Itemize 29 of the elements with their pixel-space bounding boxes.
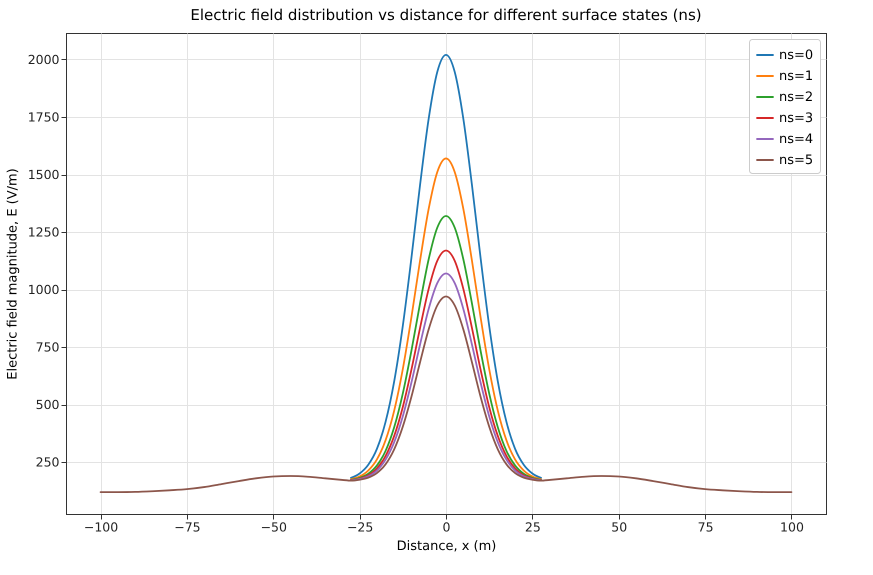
legend-label: ns=4 bbox=[779, 132, 814, 147]
legend-label: ns=0 bbox=[779, 48, 814, 63]
y-tick-label: 500 bbox=[36, 397, 60, 412]
y-tick-label: 2000 bbox=[28, 52, 60, 67]
y-axis-title: Electric field magnitude, E (V/m) bbox=[6, 168, 21, 380]
line-series bbox=[100, 296, 792, 494]
legend-label: ns=1 bbox=[779, 69, 814, 84]
y-tick-label: 1000 bbox=[28, 282, 60, 298]
x-tick-label: −50 bbox=[260, 520, 288, 534]
legend-label: ns=5 bbox=[779, 153, 814, 168]
line-series bbox=[350, 158, 542, 480]
legend-label: ns=3 bbox=[779, 111, 814, 126]
x-tick-label: 25 bbox=[524, 520, 541, 534]
y-tick-label: 1250 bbox=[28, 224, 60, 240]
x-tick-label: 75 bbox=[698, 520, 714, 534]
x-tick-label: 100 bbox=[780, 520, 804, 534]
y-tick-label: 1500 bbox=[28, 167, 60, 182]
x-tick-label: −100 bbox=[84, 520, 118, 534]
x-axis-title: Distance, x (m) bbox=[396, 539, 496, 554]
line-series bbox=[350, 54, 542, 479]
y-tick-label: 1750 bbox=[28, 110, 60, 124]
chart-title: Electric field distribution vs distance for different surface states (ns) bbox=[190, 6, 702, 24]
legend-label: ns=2 bbox=[779, 90, 814, 105]
x-tick-label: 0 bbox=[442, 520, 451, 534]
y-tick-label: 750 bbox=[36, 340, 60, 355]
x-tick-label: −25 bbox=[346, 520, 374, 534]
y-tick-label: 250 bbox=[36, 454, 60, 470]
x-tick-label: 50 bbox=[611, 520, 628, 534]
x-tick-label: −75 bbox=[174, 520, 201, 534]
